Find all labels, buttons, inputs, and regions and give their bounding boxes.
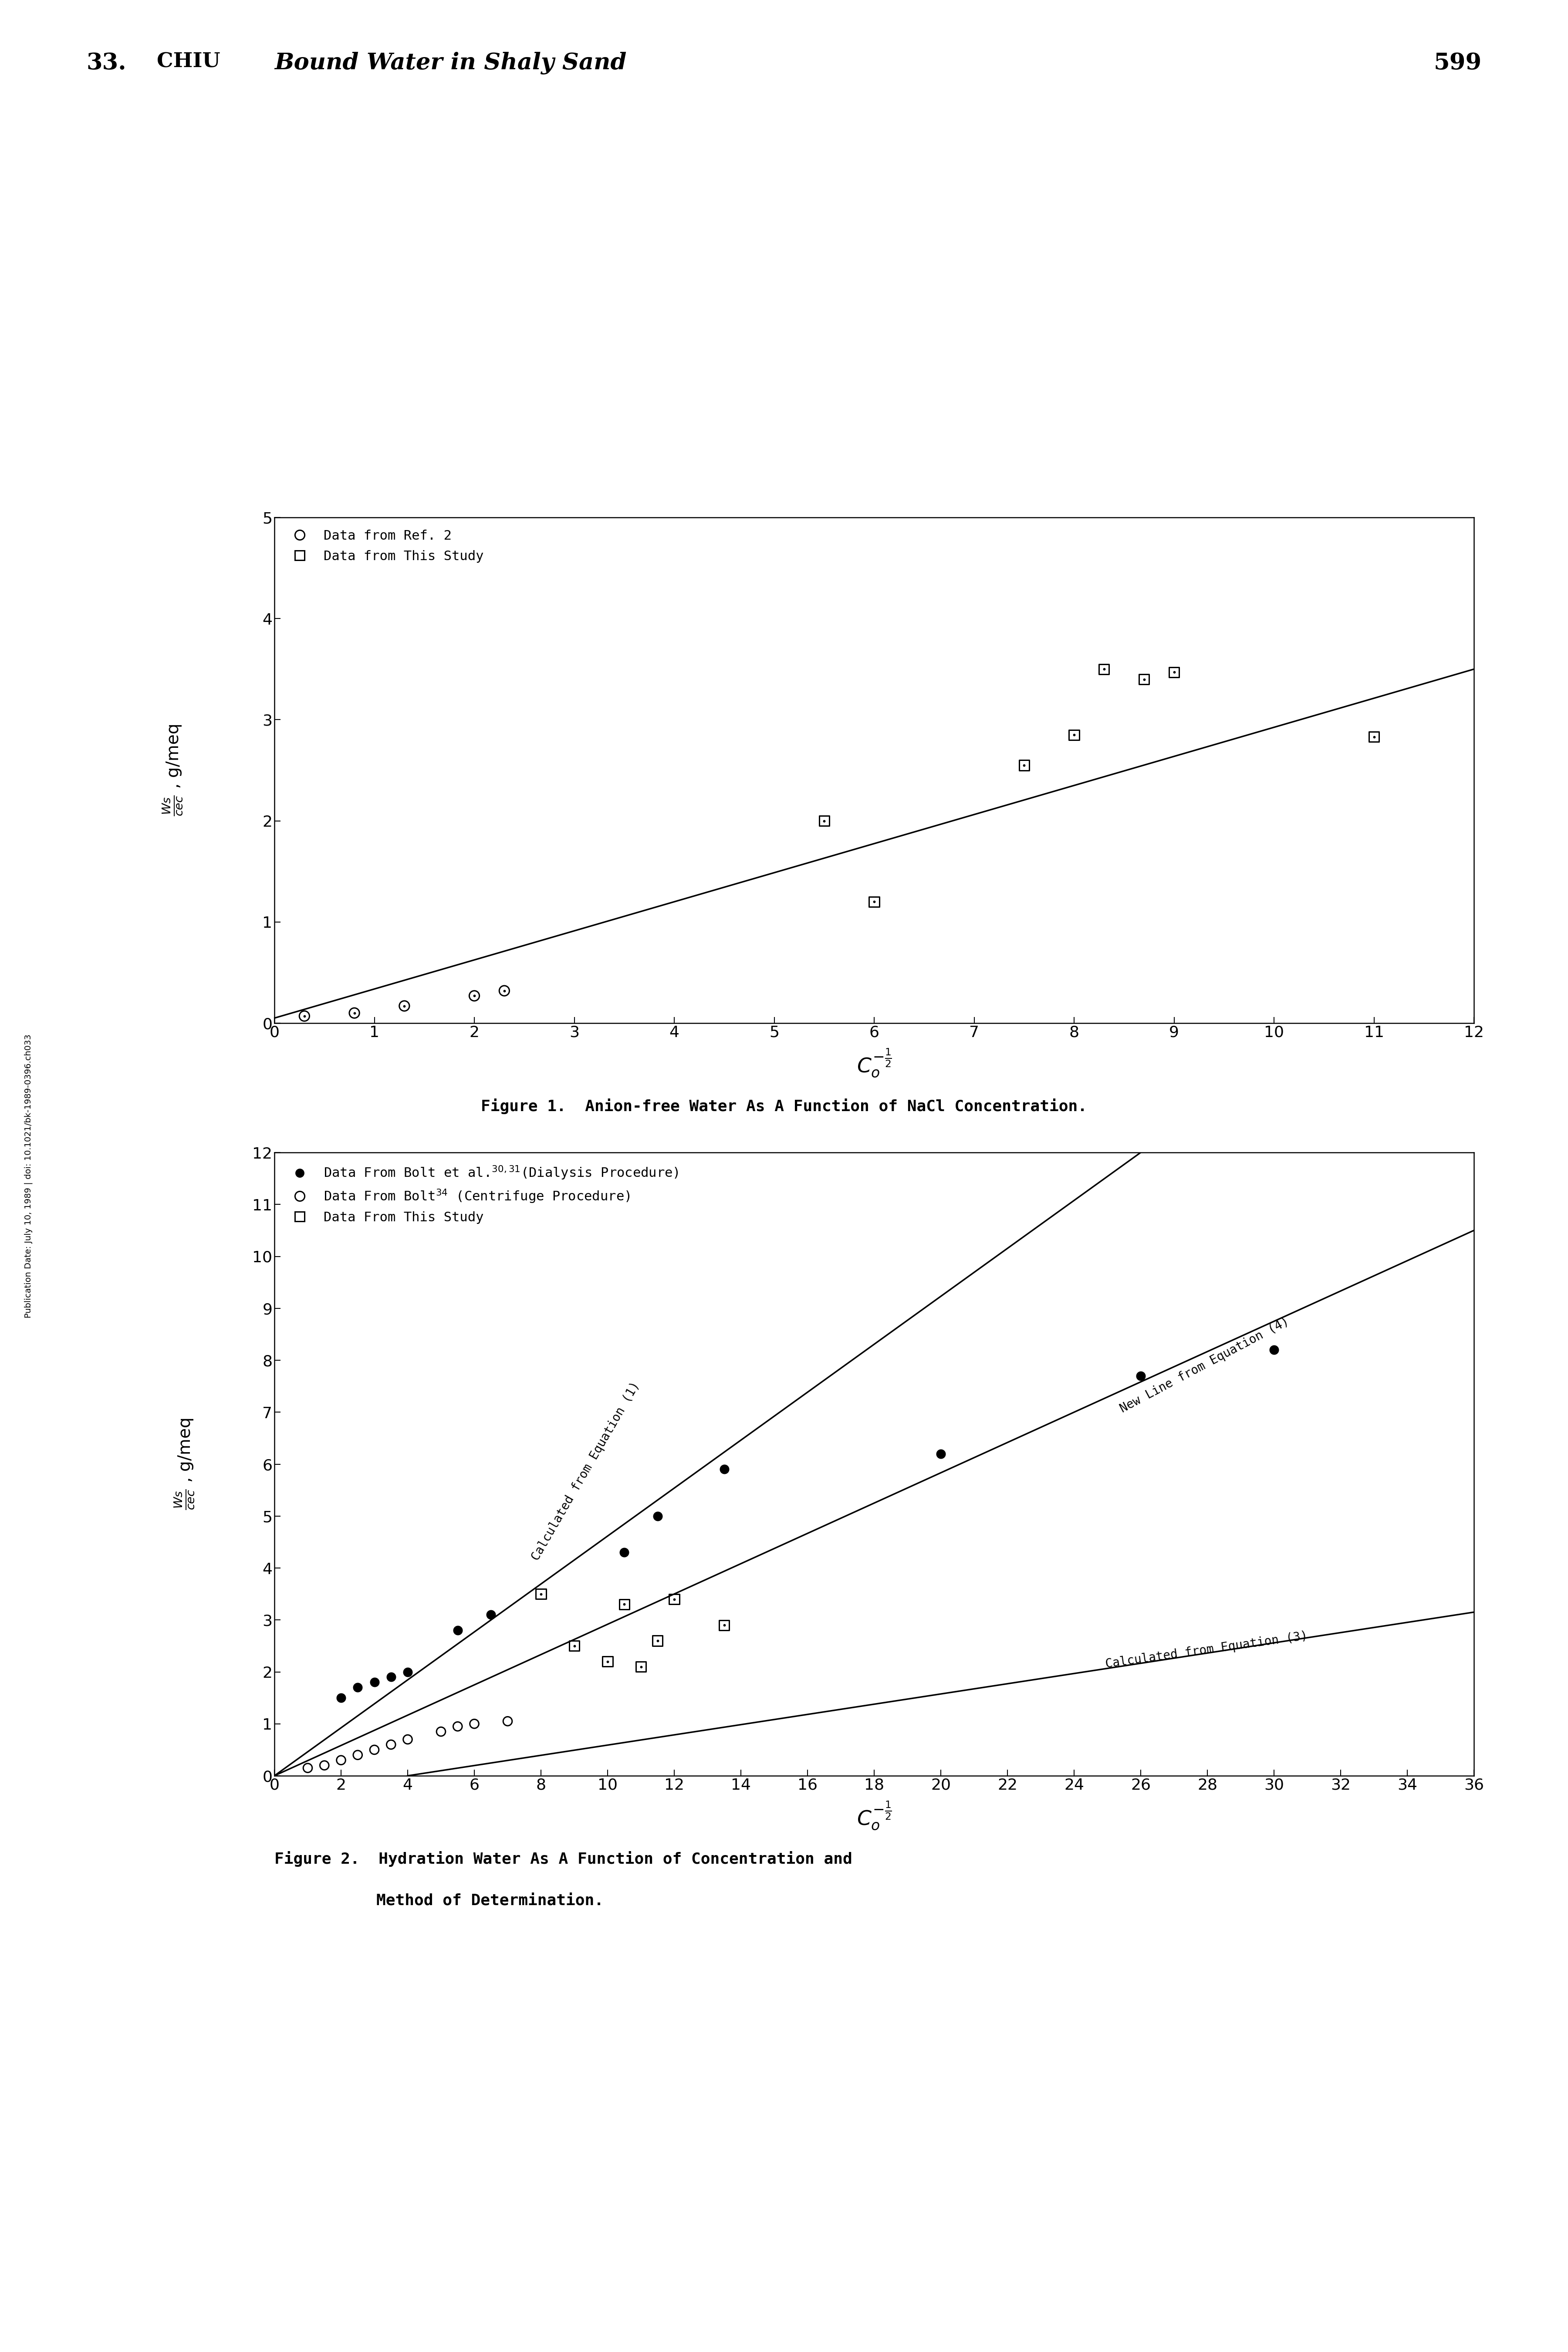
Point <box>596 1642 621 1679</box>
Point <box>644 1623 670 1661</box>
Point <box>292 997 317 1035</box>
Point <box>345 1736 370 1773</box>
Text: Figure 1.  Anion-free Water As A Function of NaCl Concentration.: Figure 1. Anion-free Water As A Function… <box>481 1098 1087 1115</box>
X-axis label: $C_o^{-\frac{1}{2}}$: $C_o^{-\frac{1}{2}}$ <box>856 1047 892 1080</box>
Point <box>528 1576 554 1613</box>
Point <box>445 1611 470 1649</box>
Point <box>812 802 837 840</box>
Point <box>1361 717 1386 755</box>
Point <box>612 1585 637 1623</box>
Point <box>629 1649 654 1686</box>
Point <box>392 988 417 1025</box>
Point <box>712 1606 737 1644</box>
Legend: Data From Bolt et al.$^{30,31}$(Dialysis Procedure), Data From Bolt$^{34}$ (Cent: Data From Bolt et al.$^{30,31}$(Dialysis… <box>281 1160 684 1230</box>
Point <box>1091 652 1116 689</box>
Text: New Line from Equation (4): New Line from Equation (4) <box>1118 1315 1290 1416</box>
Text: Method of Determination.: Method of Determination. <box>376 1893 604 1907</box>
Point <box>478 1597 503 1635</box>
Point <box>629 1649 654 1686</box>
Point <box>644 1623 670 1661</box>
Point <box>492 971 517 1009</box>
Point <box>1132 661 1157 699</box>
Point <box>492 971 517 1009</box>
Point <box>461 976 486 1014</box>
Text: Calculated from Equation (1): Calculated from Equation (1) <box>530 1381 641 1564</box>
Text: Calculated from Equation (3): Calculated from Equation (3) <box>1104 1630 1309 1670</box>
Point <box>1091 652 1116 689</box>
Text: 599: 599 <box>1433 52 1482 73</box>
Point <box>1011 746 1036 783</box>
Text: 33.: 33. <box>86 52 125 73</box>
Point <box>1062 715 1087 753</box>
Point <box>862 882 887 920</box>
Text: Figure 2.  Hydration Water As A Function of Concentration and: Figure 2. Hydration Water As A Function … <box>274 1851 853 1867</box>
Point <box>445 1708 470 1745</box>
Legend: Data from Ref. 2, Data from This Study: Data from Ref. 2, Data from This Study <box>281 524 489 567</box>
Point <box>461 1705 486 1743</box>
Point <box>392 988 417 1025</box>
Point <box>612 1534 637 1571</box>
Point <box>329 1740 354 1778</box>
Point <box>1062 715 1087 753</box>
Point <box>644 1498 670 1536</box>
Point <box>395 1653 420 1691</box>
Point <box>928 1435 953 1472</box>
Point <box>596 1642 621 1679</box>
Text: $\frac{Ws}{cec}$ , g/meq: $\frac{Ws}{cec}$ , g/meq <box>162 724 183 816</box>
Point <box>862 882 887 920</box>
Point <box>812 802 837 840</box>
Point <box>345 1668 370 1705</box>
Point <box>1132 661 1157 699</box>
Point <box>662 1581 687 1618</box>
Point <box>561 1628 586 1665</box>
Point <box>295 1750 320 1788</box>
X-axis label: $C_o^{-\frac{1}{2}}$: $C_o^{-\frac{1}{2}}$ <box>856 1799 892 1832</box>
Point <box>662 1581 687 1618</box>
Text: CHIU: CHIU <box>157 52 220 73</box>
Point <box>378 1658 403 1696</box>
Point <box>362 1663 387 1700</box>
Point <box>712 1451 737 1489</box>
Point <box>1261 1331 1286 1369</box>
Point <box>395 1722 420 1759</box>
Point <box>612 1585 637 1623</box>
Point <box>428 1712 453 1750</box>
Point <box>1162 654 1187 691</box>
Point <box>1361 717 1386 755</box>
Point <box>342 995 367 1033</box>
Point <box>461 976 486 1014</box>
Text: $\frac{Ws}{cec}$ , g/meq: $\frac{Ws}{cec}$ , g/meq <box>172 1418 196 1510</box>
Text: Publication Date: July 10, 1989 | doi: 10.1021/bk-1989-0396.ch033: Publication Date: July 10, 1989 | doi: 1… <box>24 1035 33 1317</box>
Point <box>561 1628 586 1665</box>
Point <box>712 1606 737 1644</box>
Point <box>362 1731 387 1769</box>
Point <box>528 1576 554 1613</box>
Point <box>312 1748 337 1785</box>
Point <box>495 1703 521 1740</box>
Text: Bound Water in Shaly Sand: Bound Water in Shaly Sand <box>274 52 627 75</box>
Point <box>1162 654 1187 691</box>
Point <box>1129 1357 1154 1395</box>
Point <box>1011 746 1036 783</box>
Point <box>292 997 317 1035</box>
Point <box>342 995 367 1033</box>
Point <box>329 1679 354 1717</box>
Point <box>378 1726 403 1764</box>
